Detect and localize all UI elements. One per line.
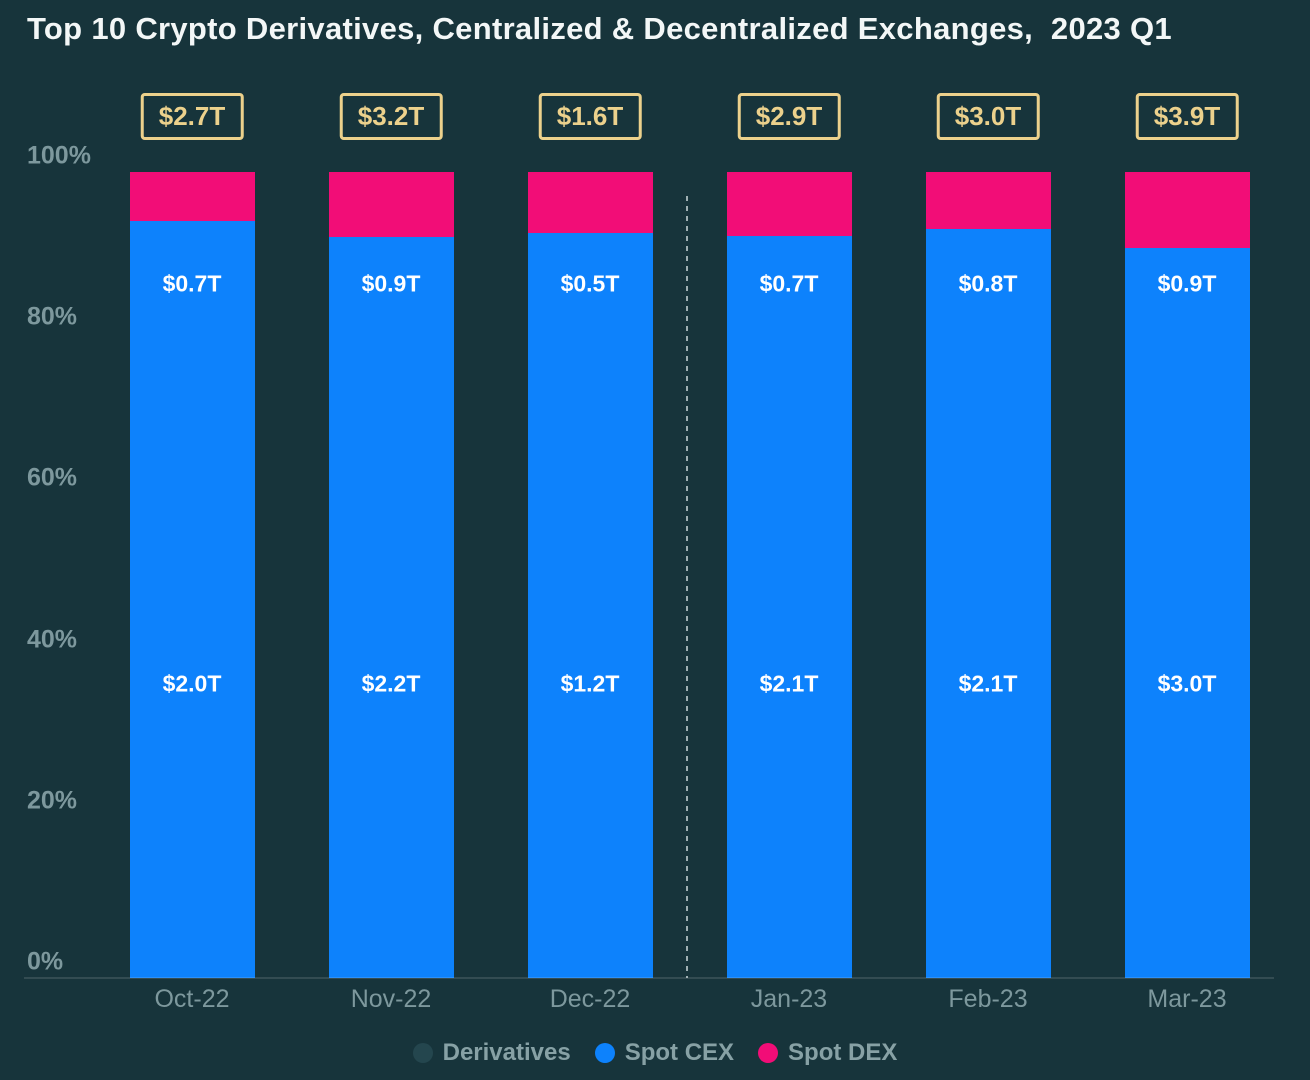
stacked-bar [726, 172, 852, 978]
total-value-box: $2.7T [140, 93, 244, 140]
spot-dex-segment [726, 172, 852, 236]
chart-title: Top 10 Crypto Derivatives, Centralized &… [27, 11, 1172, 46]
spot-cex-segment [527, 233, 653, 978]
x-axis-category-label: Jan-23 [750, 985, 828, 1013]
spot-cex-segment [1124, 247, 1250, 978]
derivatives-value-label: $2.0T [162, 670, 222, 697]
stacked-bar [925, 172, 1051, 978]
x-axis-line [24, 977, 1274, 979]
spot-dex-segment [925, 172, 1051, 230]
x-axis-category-label: Nov-22 [350, 985, 432, 1013]
y-axis-tick-label: 60% [27, 463, 78, 492]
derivatives-value-label: $2.1T [759, 670, 819, 697]
x-axis-category-label: Oct-22 [154, 985, 230, 1013]
stacked-bar [328, 172, 454, 978]
spot-cex-value-label: $0.5T [560, 270, 620, 297]
spot-cex-value-label: $0.9T [361, 270, 421, 297]
spot-dex-segment [527, 172, 653, 234]
legend: Derivatives Spot CEX Spot DEX [0, 1039, 1310, 1067]
legend-swatch-icon [412, 1043, 433, 1063]
stacked-bar [527, 172, 653, 978]
legend-item-spot-cex: Spot CEX [594, 1039, 735, 1067]
y-axis-tick-label: 40% [27, 625, 78, 654]
x-axis-category-label: Mar-23 [1147, 985, 1227, 1013]
x-axis-category-label: Feb-23 [948, 985, 1028, 1013]
quarter-divider-dashed-line [686, 196, 688, 978]
legend-swatch-icon [758, 1043, 779, 1063]
spot-dex-segment [328, 172, 454, 238]
total-value-box: $1.6T [538, 93, 642, 140]
stacked-bar [1124, 172, 1250, 978]
spot-dex-segment [129, 172, 255, 222]
spot-cex-value-label: $0.9T [1157, 270, 1217, 297]
legend-label: Spot DEX [788, 1039, 898, 1066]
total-value-box: $3.2T [339, 93, 443, 140]
spot-cex-segment [129, 221, 255, 978]
derivatives-value-label: $3.0T [1157, 670, 1217, 697]
spot-cex-segment [726, 235, 852, 978]
total-value-box: $3.9T [1135, 93, 1239, 140]
stacked-bar [129, 172, 255, 978]
spot-cex-value-label: $0.7T [162, 270, 222, 297]
total-value-box: $2.9T [737, 93, 841, 140]
spot-cex-segment [925, 229, 1051, 978]
spot-cex-value-label: $0.7T [759, 270, 819, 297]
spot-cex-segment [328, 237, 454, 978]
legend-item-spot-dex: Spot DEX [758, 1039, 897, 1067]
y-axis-tick-label: 0% [27, 947, 64, 976]
legend-item-derivatives: Derivatives [412, 1039, 571, 1067]
derivatives-value-label: $2.1T [958, 670, 1018, 697]
y-axis-tick-label: 20% [27, 786, 78, 815]
x-axis-category-label: Dec-22 [549, 985, 631, 1013]
total-value-box: $3.0T [936, 93, 1040, 140]
legend-label: Derivatives [442, 1039, 571, 1066]
y-axis-tick-label: 100% [27, 141, 91, 170]
y-axis-tick-label: 80% [27, 302, 78, 331]
spot-dex-segment [1124, 172, 1250, 248]
legend-swatch-icon [594, 1043, 615, 1063]
legend-label: Spot CEX [624, 1039, 735, 1066]
derivatives-value-label: $1.2T [560, 670, 620, 697]
spot-cex-value-label: $0.8T [958, 270, 1018, 297]
derivatives-value-label: $2.2T [361, 670, 421, 697]
